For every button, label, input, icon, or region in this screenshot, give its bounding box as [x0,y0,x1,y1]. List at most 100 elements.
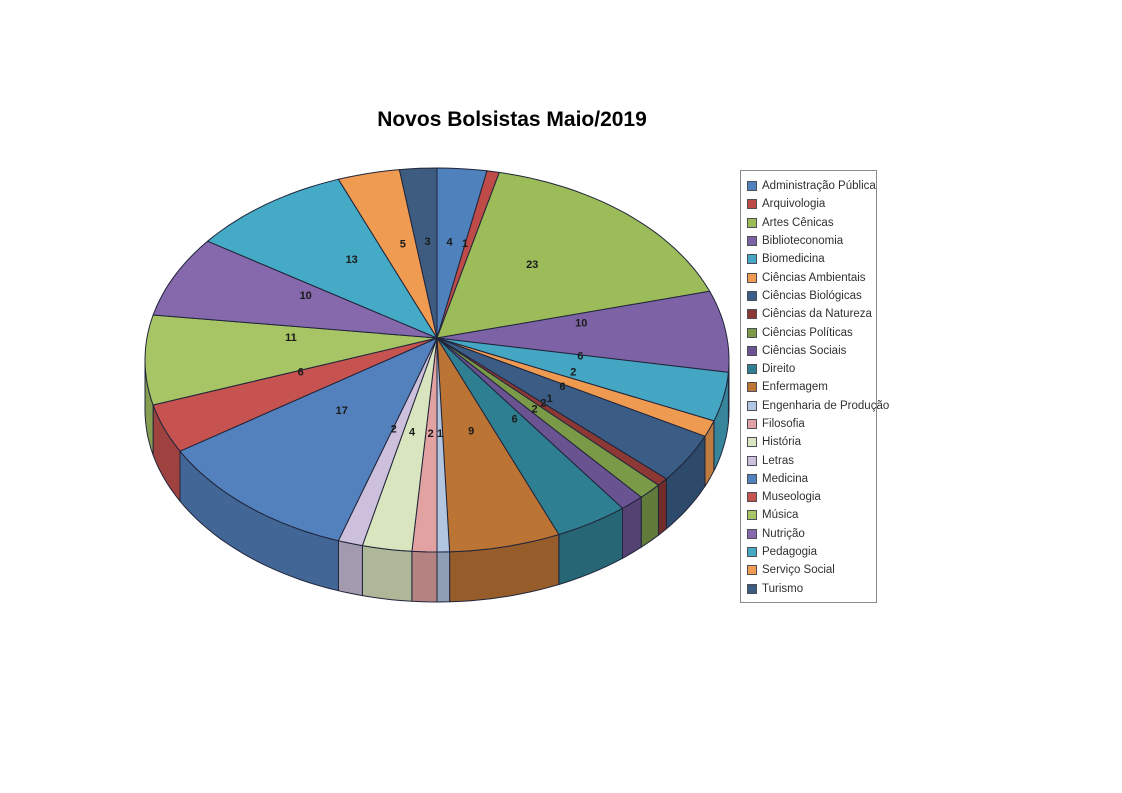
chart-title[interactable]: Novos Bolsistas Maio/2019 [377,108,647,131]
pie-slice-2[interactable] [436,171,711,339]
pie-slice-22[interactable] [398,167,438,339]
pie-slice-6[interactable] [436,337,706,480]
legend-item-16[interactable]: Medicina [747,470,876,488]
slice-data-label-17: 6 [298,366,304,378]
legend-label: Museologia [762,491,821,504]
legend-swatch-icon [747,510,757,521]
legend-swatch-icon [747,419,757,429]
slice-data-label-13: 2 [428,428,434,440]
legend-swatch-icon [747,217,757,228]
legend-item-12[interactable]: Engenharia de Produção [747,397,889,415]
legend-label: História [762,436,801,449]
slice-data-label-7: 1 [547,393,553,405]
legend-item-21[interactable]: Serviço Social [747,561,876,579]
legend-swatch-icon [747,473,757,484]
legend-label: Engenharia de Produção [762,399,890,412]
legend-item-8[interactable]: Ciências Políticas [747,323,876,341]
slice-data-label-21: 5 [400,239,406,251]
legend-swatch-icon [747,254,757,265]
legend-swatch-icon [747,437,757,448]
legend-label: Pedagogia [762,546,817,559]
legend-item-4[interactable]: Biomedicina [747,250,876,268]
legend-item-13[interactable]: Filosofia [747,415,876,433]
pie-slice-21[interactable] [337,169,438,339]
legend-label: Ciências Ambientais [762,271,866,284]
slice-data-label-12: 1 [437,428,443,440]
legend-item-18[interactable]: Música [747,506,876,524]
pie-slice-3[interactable] [436,290,730,373]
legend-swatch-icon [747,382,757,393]
legend-swatch-icon [747,345,757,356]
legend-item-3[interactable]: Biblioteconomia [747,232,876,250]
legend-label: Ciências da Natureza [762,308,872,321]
slice-data-label-18: 11 [285,332,297,344]
legend-label: Arquivologia [762,198,826,211]
legend-item-6[interactable]: Ciências Biológicas [747,287,876,305]
legend-swatch-icon [747,400,757,411]
legend-label: Biomedicina [762,253,825,266]
legend-swatch-icon [747,199,757,210]
legend-item-2[interactable]: Artes Cênicas [747,214,876,232]
legend-swatch-icon [747,492,757,503]
legend-item-22[interactable]: Turismo [747,580,876,598]
legend-label: Música [762,509,799,522]
pie-slice-19[interactable] [152,240,438,339]
pie-slice-20[interactable] [207,178,438,339]
legend-label: Nutrição [762,527,805,540]
chart-legend[interactable]: Administração Pública Arquivologia Artes C… [740,170,889,603]
legend-item-14[interactable]: História [747,433,876,451]
slice-data-label-15: 2 [391,424,397,436]
legend-label: Biblioteconomia [762,235,844,248]
legend-label: Medicina [762,472,809,485]
legend-item-1[interactable]: Arquivologia [747,195,876,213]
pie-slice-side-14 [361,545,413,602]
slice-data-label-9: 2 [531,403,537,415]
pie-slice-side-7 [657,478,667,536]
legend-item-15[interactable]: Letras [747,451,876,469]
legend-label: Filosofia [762,418,805,430]
legend-swatch-icon [747,528,757,539]
slice-data-label-22: 3 [425,236,431,248]
legend-swatch-icon [747,290,757,301]
slice-data-label-19: 10 [300,290,312,302]
pie-slice-4[interactable] [436,337,729,422]
slice-data-label-6: 6 [559,381,565,393]
legend-swatch-icon [747,236,757,247]
legend-label: Turismo [762,582,804,595]
pie-slice-10[interactable] [436,337,623,535]
legend-item-19[interactable]: Nutrição [747,525,876,543]
legend-item-0[interactable]: Administração Pública [747,177,876,195]
legend-swatch-icon [747,364,757,375]
legend-swatch-icon [747,565,757,576]
legend-item-7[interactable]: Ciências da Natureza [747,305,876,323]
pie-slice-11[interactable] [436,337,560,553]
pie-slice-17[interactable] [152,337,438,452]
pie-slice-18[interactable] [144,314,438,406]
legend-swatch-icon [747,327,757,338]
legend-item-17[interactable]: Museologia [747,488,876,506]
slice-data-label-16: 17 [336,405,348,417]
legend-swatch-icon [747,272,757,283]
slice-data-label-8: 2 [540,398,546,410]
pie-slice-side-15 [337,540,363,597]
slice-data-label-5: 2 [570,366,576,378]
pie-slice-16[interactable] [179,337,438,542]
legend-item-10[interactable]: Direito [747,360,876,378]
legend-label: Direito [762,363,796,376]
legend-label: Ciências Políticas [762,326,853,339]
legend-label: Serviço Social [762,564,835,577]
legend-item-9[interactable]: Ciências Sociais [747,342,876,360]
slice-data-label-20: 13 [346,254,358,266]
legend-item-11[interactable]: Enfermagem [747,378,876,396]
legend-swatch-icon [747,309,757,320]
legend-item-5[interactable]: Ciências Ambientais [747,268,876,286]
slice-data-label-4: 6 [577,351,583,363]
slice-data-label-2: 23 [526,259,538,271]
legend-swatch-icon [747,455,757,466]
legend-swatch-icon [747,547,757,558]
pie-slice-side-13 [411,550,438,603]
legend-item-20[interactable]: Pedagogia [747,543,876,561]
legend-label: Ciências Sociais [762,344,847,357]
pie-slice-side-12 [436,551,451,603]
